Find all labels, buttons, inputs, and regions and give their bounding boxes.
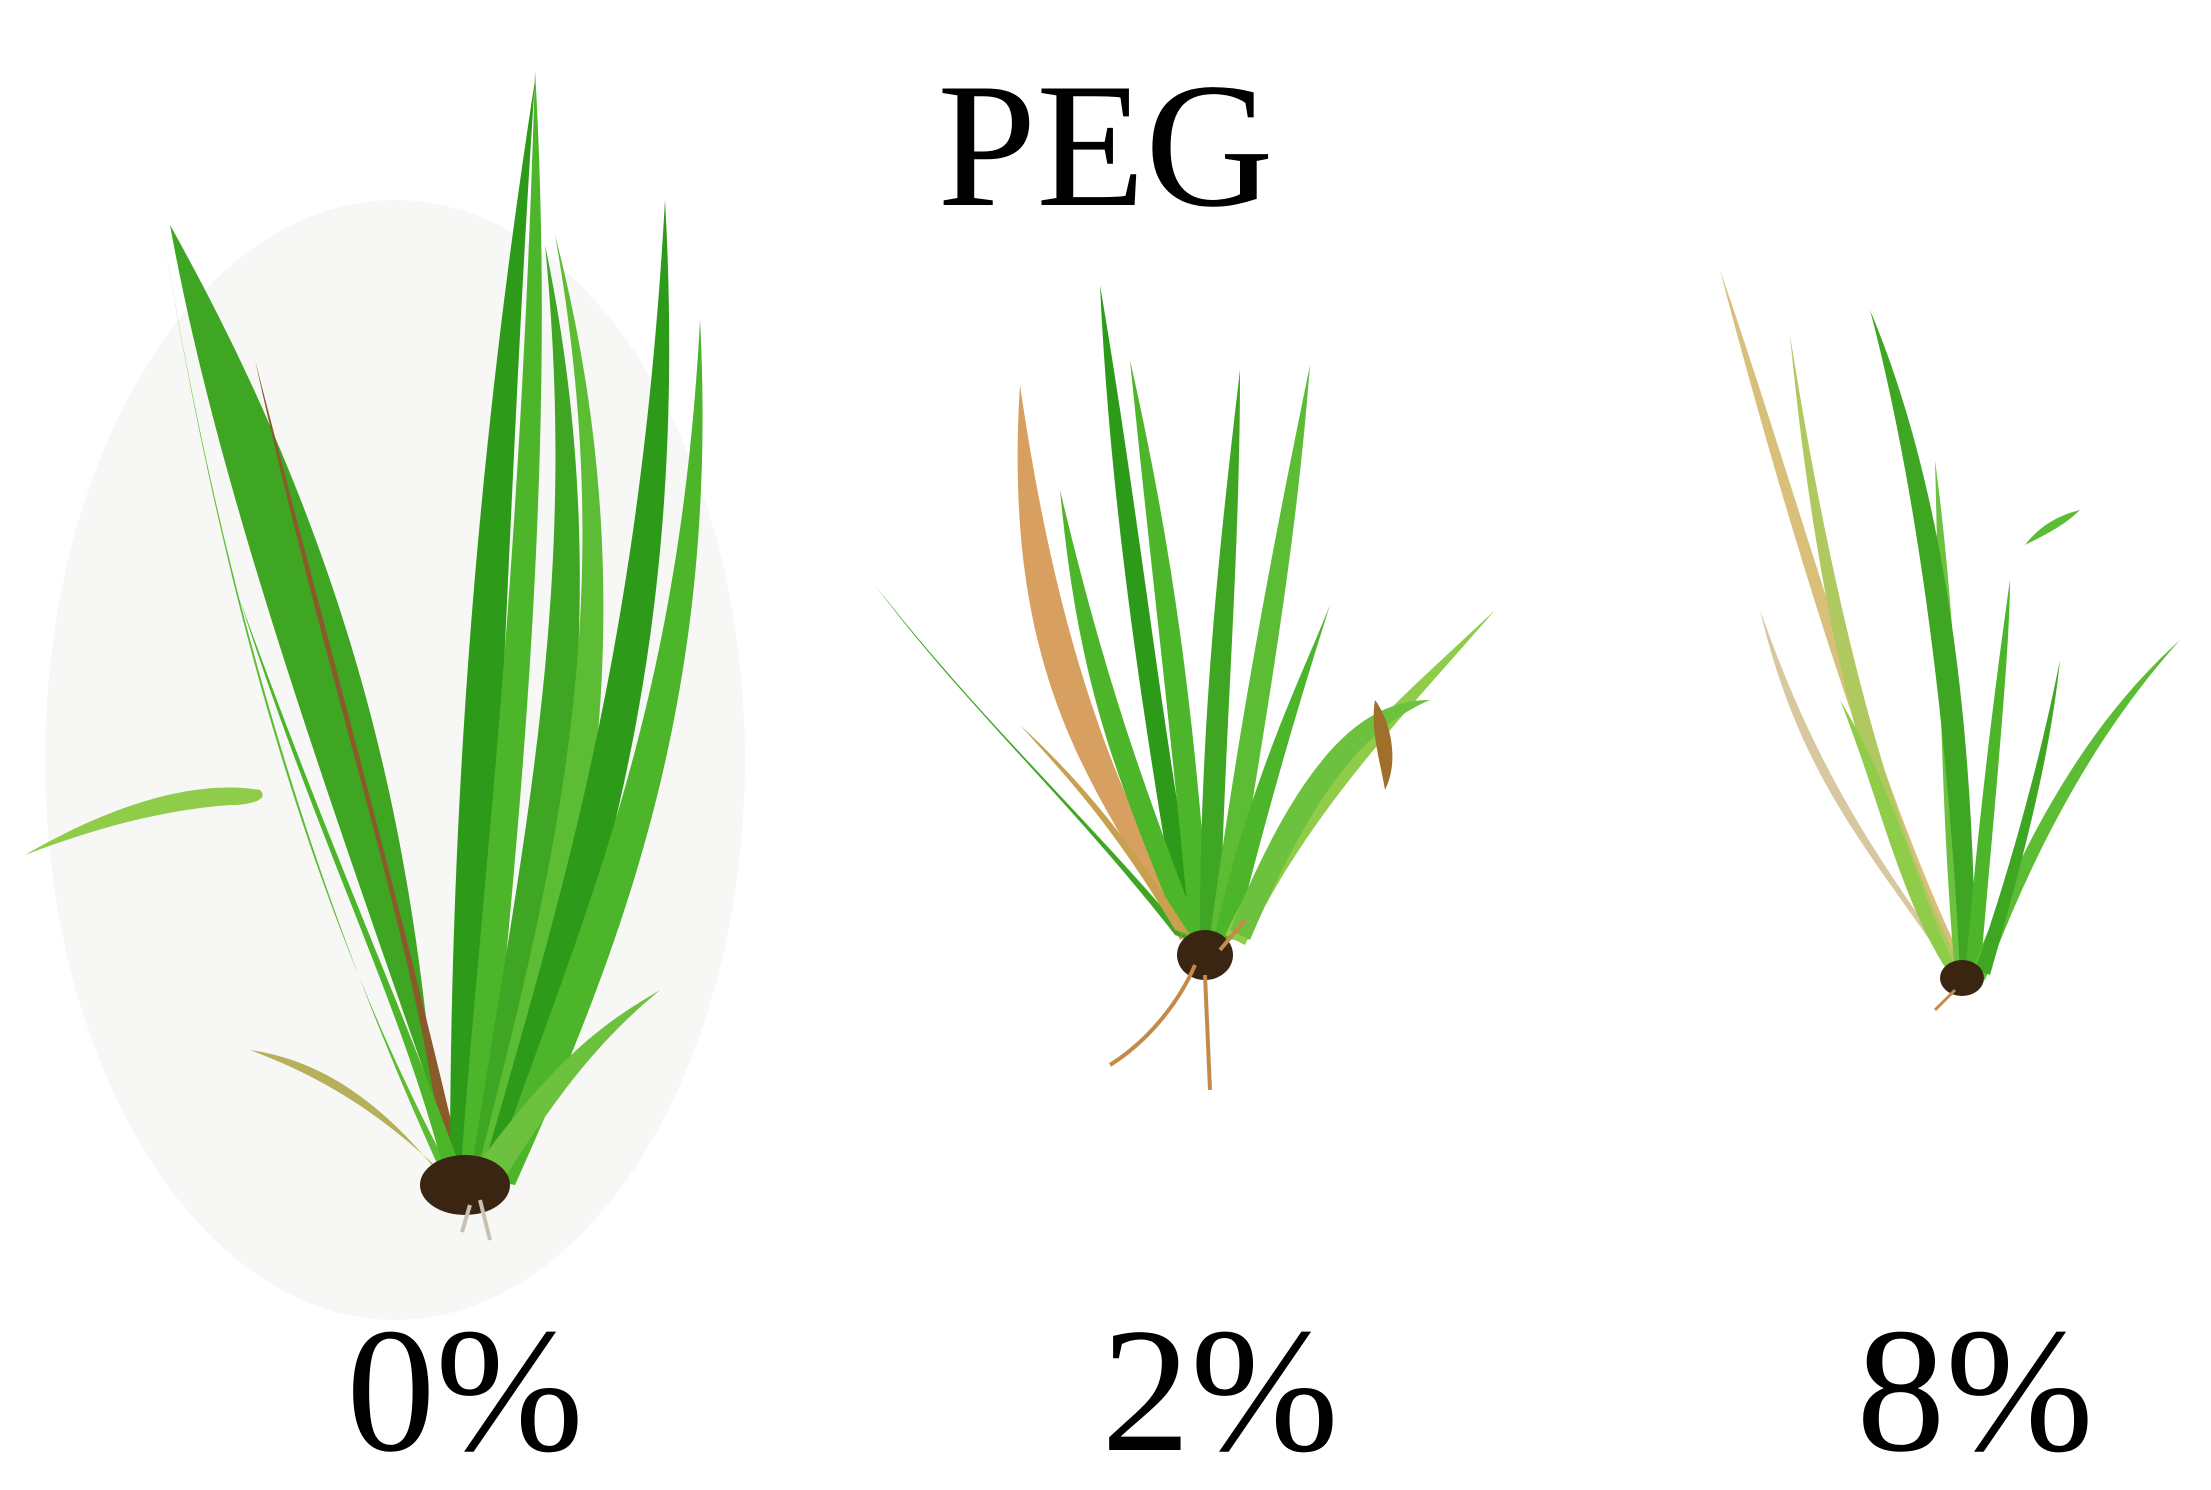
plant-2-leaf: [1210, 365, 1310, 940]
plant-2-leaf: [1100, 285, 1200, 935]
plant-2-leaf: [1017, 385, 1195, 940]
plant-2-leaf: [1020, 725, 1190, 935]
plant-2-percent: [875, 285, 1495, 1091]
plant-2-leaf: [1200, 370, 1240, 935]
plant-0-root-hair: [460, 1199, 492, 1241]
figure-title: PEG: [0, 45, 2211, 245]
plant-0-root: [420, 1155, 510, 1215]
plant-2-leaf: [1215, 605, 1330, 940]
plant-0-leaf: [450, 80, 535, 1180]
panel-label-8: 8%: [1856, 1291, 2094, 1489]
plant-8-root: [1940, 960, 1984, 996]
plant-2-root: [1177, 930, 1233, 980]
plant-8-leaf: [1965, 580, 2010, 975]
plant-0-leaf: [460, 70, 542, 1180]
plant-0-leaf: [255, 360, 465, 1180]
plant-0-leaf: [240, 600, 465, 1180]
plant-2-leaf: [1130, 360, 1210, 935]
plant-0-leaf: [25, 787, 263, 855]
plant-2-leaf: [1230, 700, 1430, 940]
plant-8-root-hair: [1933, 988, 1957, 1012]
plant-2-leaf: [875, 585, 1190, 940]
panel-label-0: 0%: [346, 1291, 584, 1489]
plant-8-percent: [1720, 270, 2180, 1012]
plant-2-root-hair: [1108, 918, 1247, 1091]
plant-0-leaf: [170, 225, 460, 1175]
figure-title-text: PEG: [937, 46, 1274, 244]
plant-0-percent: [25, 70, 745, 1320]
plant-8-leaf: [2025, 510, 2080, 545]
plant-0-leaf: [470, 990, 660, 1185]
panel-label-2: 2%: [1101, 1291, 1339, 1489]
plant-2-leaf: [1373, 700, 1393, 790]
plant-8-leaf: [1840, 700, 1960, 975]
plant-8-leaf: [1870, 310, 1975, 975]
plant-0-leaf: [490, 320, 703, 1185]
plant-0-leaf: [480, 200, 670, 1185]
